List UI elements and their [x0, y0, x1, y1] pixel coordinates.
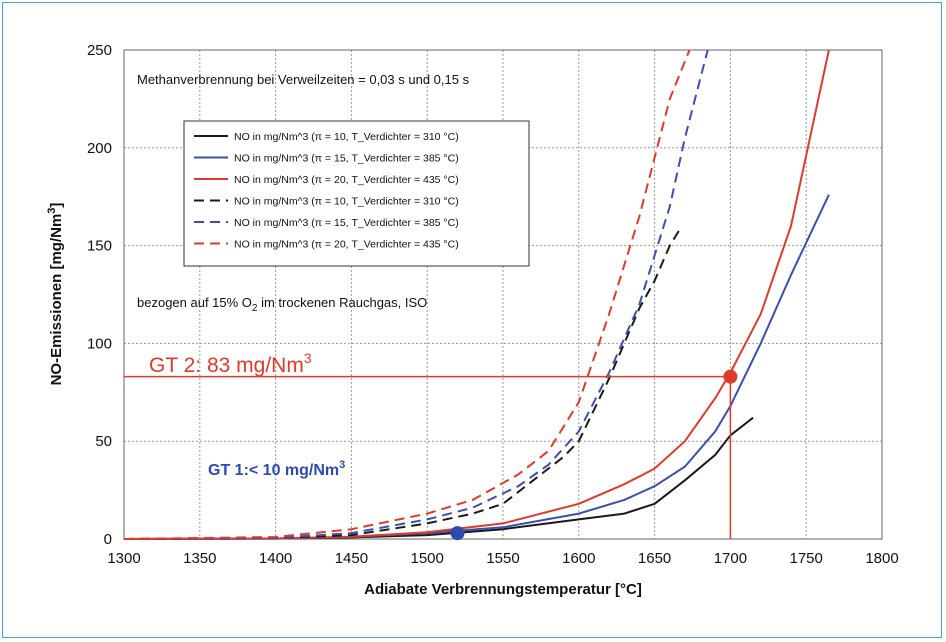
- x-tick-label: 1600: [562, 550, 595, 567]
- series-line-4: [123, 225, 683, 540]
- gt2-label: GT 2: 83 mg/Nm3: [149, 350, 312, 377]
- reference-lines: [124, 375, 732, 539]
- x-tick-label: 1400: [259, 550, 292, 567]
- legend-label-4: NO in mg/Nm^3 (π = 10, T_Verdichter = 31…: [234, 196, 459, 208]
- y-tick-label: 150: [87, 238, 112, 255]
- annotation-methane: Methanverbrennung bei Verweilzeiten = 0,…: [137, 72, 470, 87]
- legend-label-5: NO in mg/Nm^3 (π = 15, T_Verdichter = 38…: [234, 217, 459, 229]
- y-tick-label: 100: [87, 335, 112, 352]
- x-tick-label: 1800: [865, 550, 898, 567]
- x-tick-labels: 1300 1350 1400 1450 1500 1550 1600 1650 1700 1750…: [107, 550, 898, 567]
- y-tick-label: 50: [95, 433, 112, 450]
- y-axis-title: NO-Emissionen [mg/Nm3]: [46, 203, 65, 386]
- legend-label-1: NO in mg/Nm^3 (π = 10, T_Verdichter = 31…: [234, 131, 459, 143]
- x-tick-label: 1750: [790, 550, 823, 567]
- gt1-label: GT 1:< 10 mg/Nm3: [208, 459, 345, 479]
- gt2-marker: [723, 369, 738, 384]
- markers: [450, 369, 738, 541]
- x-axis-title: Adiabate Verbrennungstemperatur [°C]: [364, 581, 642, 598]
- x-tick-label: 1450: [335, 550, 368, 567]
- y-tick-labels: 0 50 100 150 200 250: [87, 42, 112, 548]
- legend-label-3: NO in mg/Nm^3 (π = 20, T_Verdichter = 43…: [234, 174, 459, 186]
- x-tick-label: 1350: [183, 550, 216, 567]
- x-tick-label: 1700: [714, 550, 747, 567]
- x-tick-label: 1300: [107, 550, 140, 567]
- series-line-5: [123, 49, 709, 540]
- gt1-marker: [450, 526, 465, 541]
- series-line-6: [123, 49, 691, 540]
- y-tick-label: 250: [87, 42, 112, 59]
- legend: NO in mg/Nm^3 (π = 10, T_Verdichter = 31…: [183, 120, 530, 267]
- x-tick-label: 1550: [486, 550, 519, 567]
- plot-area-border: [123, 49, 883, 540]
- y-tick-label: 200: [87, 140, 112, 157]
- x-tick-label: 1650: [638, 550, 671, 567]
- legend-box: [183, 120, 530, 267]
- x-tick-label: 1500: [411, 550, 444, 567]
- annotation-reference: bezogen auf 15% O2 im trockenen Rauchgas…: [137, 295, 427, 314]
- series-lines: [123, 49, 830, 540]
- legend-label-2: NO in mg/Nm^3 (π = 15, T_Verdichter = 38…: [234, 153, 459, 165]
- y-tick-label: 0: [104, 531, 112, 548]
- series-line-3: [123, 49, 830, 540]
- legend-label-6: NO in mg/Nm^3 (π = 20, T_Verdichter = 43…: [234, 239, 459, 251]
